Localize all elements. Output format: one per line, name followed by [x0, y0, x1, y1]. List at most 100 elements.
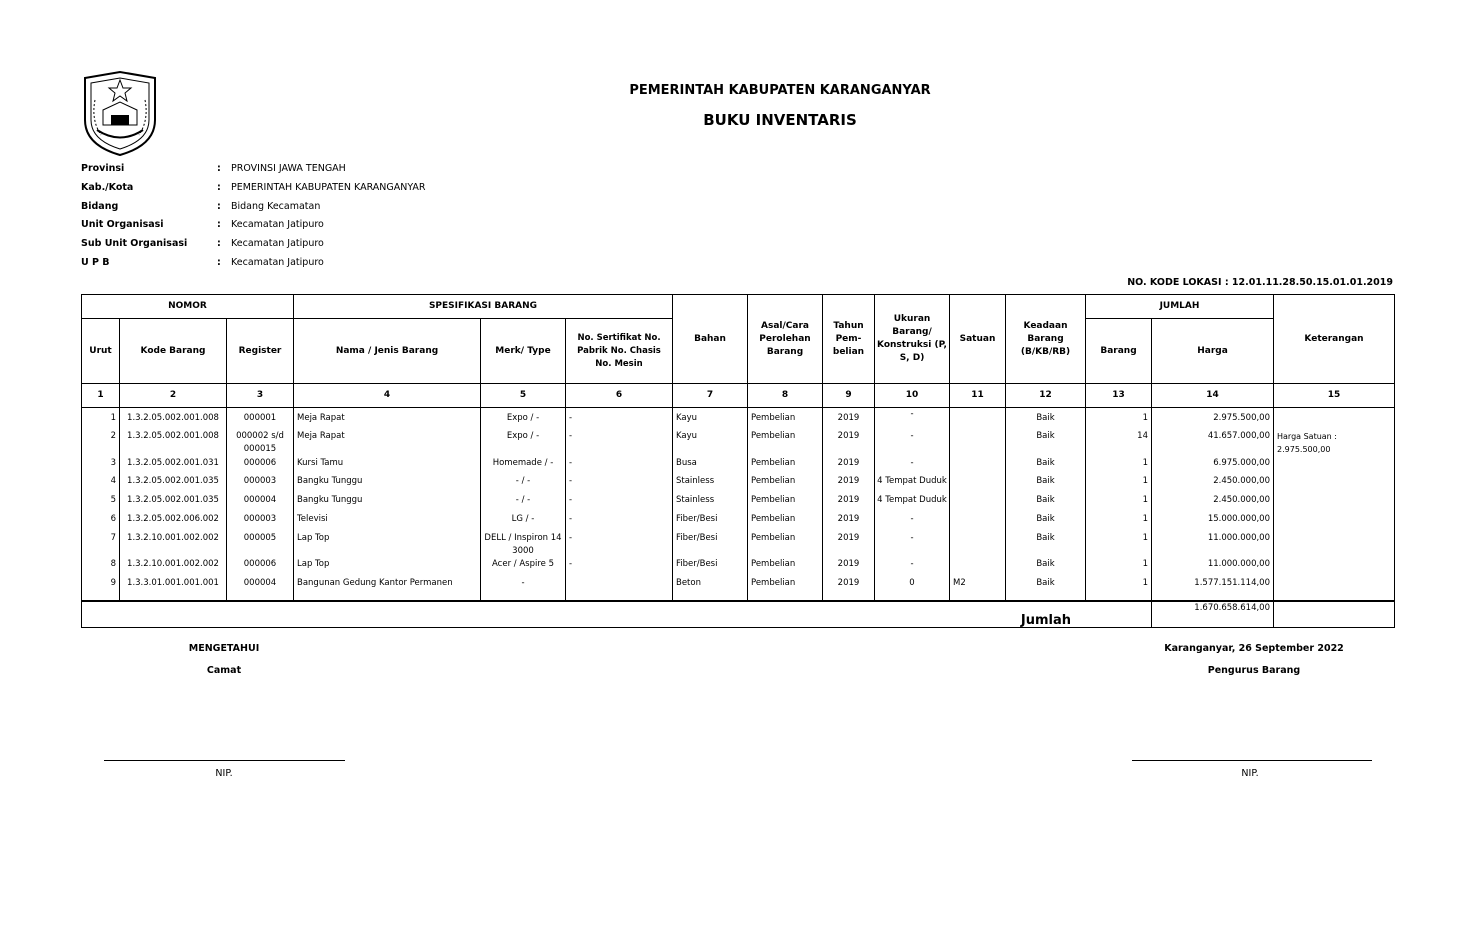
cell-nama-barang: Lap Top [293, 557, 481, 577]
cell-urut: 3 [81, 456, 120, 475]
cell-asal-perolehan: Pembelian [747, 456, 823, 475]
cell-ukuran: - [874, 557, 950, 577]
cell-sertifikat: - [565, 557, 673, 577]
column-number: 8 [747, 383, 823, 408]
cell-keterangan [1273, 407, 1395, 430]
cell-kode-barang: 1.3.2.05.002.001.031 [119, 456, 227, 475]
cell-satuan [949, 512, 1006, 532]
cell-jumlah-barang: 1 [1085, 493, 1152, 513]
cell-kode-barang: 1.3.2.10.001.002.002 [119, 557, 227, 577]
info-row: Provinsi: PROVINSI JAWA TENGAH [81, 163, 426, 182]
cell-merk-type: - [480, 576, 566, 596]
info-value: Bidang Kecamatan [231, 200, 321, 212]
cell-jumlah-barang: 1 [1085, 531, 1152, 558]
cell-kode-barang: 1.3.2.05.002.006.002 [119, 512, 227, 532]
cell-ukuran: 0 [874, 576, 950, 596]
cell-urut: 2 [81, 429, 120, 457]
cell-bahan: Fiber/Besi [672, 531, 748, 558]
cell-tahun: 2019 [822, 474, 875, 494]
cell-jumlah-barang: 14 [1085, 429, 1152, 457]
table-row: 4 1.3.2.05.002.001.035 000003 Bangku Tunggu… [81, 474, 1395, 494]
cell-urut: 6 [81, 512, 120, 532]
cell-harga: 2.975.500,00 [1151, 407, 1274, 430]
cell-register: 000004 [226, 493, 294, 513]
coat-of-arms-logo [84, 70, 156, 157]
cell-jumlah-barang: 1 [1085, 407, 1152, 430]
header-keadaan: Keadaan Barang (B/KB/RB) [1005, 294, 1086, 384]
cell-satuan: M2 [949, 576, 1006, 596]
cell-tahun: 2019 [822, 512, 875, 532]
table-row: 7 1.3.2.10.001.002.002 000005 Lap Top DELL /… [81, 531, 1395, 558]
nip-right: NIP. [1241, 768, 1259, 779]
table-row: 9 1.3.3.01.001.001.001 000004 Bangunan Gedu… [81, 576, 1395, 596]
info-row: U P B: Kecamatan Jatipuro [81, 257, 426, 276]
header-register: Register [226, 318, 294, 384]
group-jumlah: JUMLAH [1085, 294, 1274, 319]
header-barang: Barang [1085, 318, 1152, 384]
cell-tahun: 2019 [822, 429, 875, 457]
total-value: 1.670.658.614,00 [1151, 600, 1274, 628]
cell-tahun: 2019 [822, 456, 875, 475]
info-value: Kecamatan Jatipuro [231, 256, 324, 268]
info-value: Kecamatan Jatipuro [231, 219, 324, 231]
info-label: Unit Organisasi [81, 219, 164, 231]
cell-tahun: 2019 [822, 407, 875, 430]
table-row: 5 1.3.2.05.002.001.035 000004 Bangku Tunggu… [81, 493, 1395, 513]
cell-keadaan: Baik [1005, 531, 1086, 558]
cell-ukuran: - [874, 429, 950, 457]
cell-tahun: 2019 [822, 493, 875, 513]
info-label: Kab./Kota [81, 181, 134, 193]
cell-keadaan: Baik [1005, 512, 1086, 532]
header-kode: Kode Barang [119, 318, 227, 384]
cell-bahan: Stainless [672, 493, 748, 513]
header-satuan: Satuan [949, 294, 1006, 384]
column-number: 4 [293, 383, 481, 408]
header-ukuran: Ukuran Barang/ Konstruksi (P, S, D) [874, 294, 950, 384]
cell-urut: 8 [81, 557, 120, 577]
cell-urut: 9 [81, 576, 120, 596]
header-asal: Asal/Cara Perolehan Barang [747, 294, 823, 384]
info-colon: : [217, 163, 221, 174]
table-row: 1 1.3.2.05.002.001.008 000001 Meja Rapat Exp… [81, 407, 1395, 430]
location-code: NO. KODE LOKASI : 12.01.11.28.50.15.01.0… [1127, 277, 1393, 288]
cell-keterangan [1273, 576, 1395, 596]
cell-urut: 7 [81, 531, 120, 558]
cell-urut: 1 [81, 407, 120, 430]
cell-register: 000005 [226, 531, 294, 558]
header-sertifikat: No. Sertifikat No. Pabrik No. Chasis No.… [565, 318, 673, 384]
cell-ukuran: - [874, 531, 950, 558]
cell-bahan: Kayu [672, 429, 748, 457]
cell-asal-perolehan: Pembelian [747, 493, 823, 513]
table-row: 6 1.3.2.05.002.006.002 000003 Televisi LG / … [81, 512, 1395, 532]
cell-sertifikat: - [565, 407, 673, 430]
cell-harga: 2.450.000,00 [1151, 493, 1274, 513]
cell-ukuran: 4 Tempat Duduk [874, 474, 950, 494]
cell-urut: 4 [81, 474, 120, 494]
pengurus-label: Pengurus Barang [1207, 665, 1301, 676]
cell-register: 000003 [226, 474, 294, 494]
acknowledged-label: MENGETAHUI [188, 643, 260, 654]
cell-merk-type: Expo / - [480, 429, 566, 457]
total-label: Jumlah [81, 600, 1152, 628]
info-colon: : [217, 181, 221, 193]
cell-keadaan: Baik [1005, 557, 1086, 577]
cell-keterangan [1273, 557, 1395, 577]
info-colon: : [217, 238, 221, 250]
cell-bahan: Kayu [672, 407, 748, 430]
cell-keterangan [1273, 531, 1395, 558]
document-title: BUKU INVENTARIS [703, 111, 857, 129]
column-number: 10 [874, 383, 950, 408]
cell-jumlah-barang: 1 [1085, 557, 1152, 577]
cell-asal-perolehan: Pembelian [747, 576, 823, 596]
cell-sertifikat: - [565, 456, 673, 475]
cell-urut: 5 [81, 493, 120, 513]
info-row: Unit Organisasi: Kecamatan Jatipuro [81, 219, 426, 238]
inventory-table: NOMOR SPESIFIKASI BARANG Bahan Asal/Cara… [81, 294, 1395, 628]
info-value: PEMERINTAH KABUPATEN KARANGANYAR [231, 181, 426, 193]
place-date: Karanganyar, 26 September 2022 [1164, 643, 1344, 654]
cell-sertifikat: - [565, 493, 673, 513]
cell-harga: 1.577.151.114,00 [1151, 576, 1274, 596]
info-value: Kecamatan Jatipuro [231, 238, 324, 250]
column-number: 9 [822, 383, 875, 408]
cell-merk-type: Acer / Aspire 5 [480, 557, 566, 577]
